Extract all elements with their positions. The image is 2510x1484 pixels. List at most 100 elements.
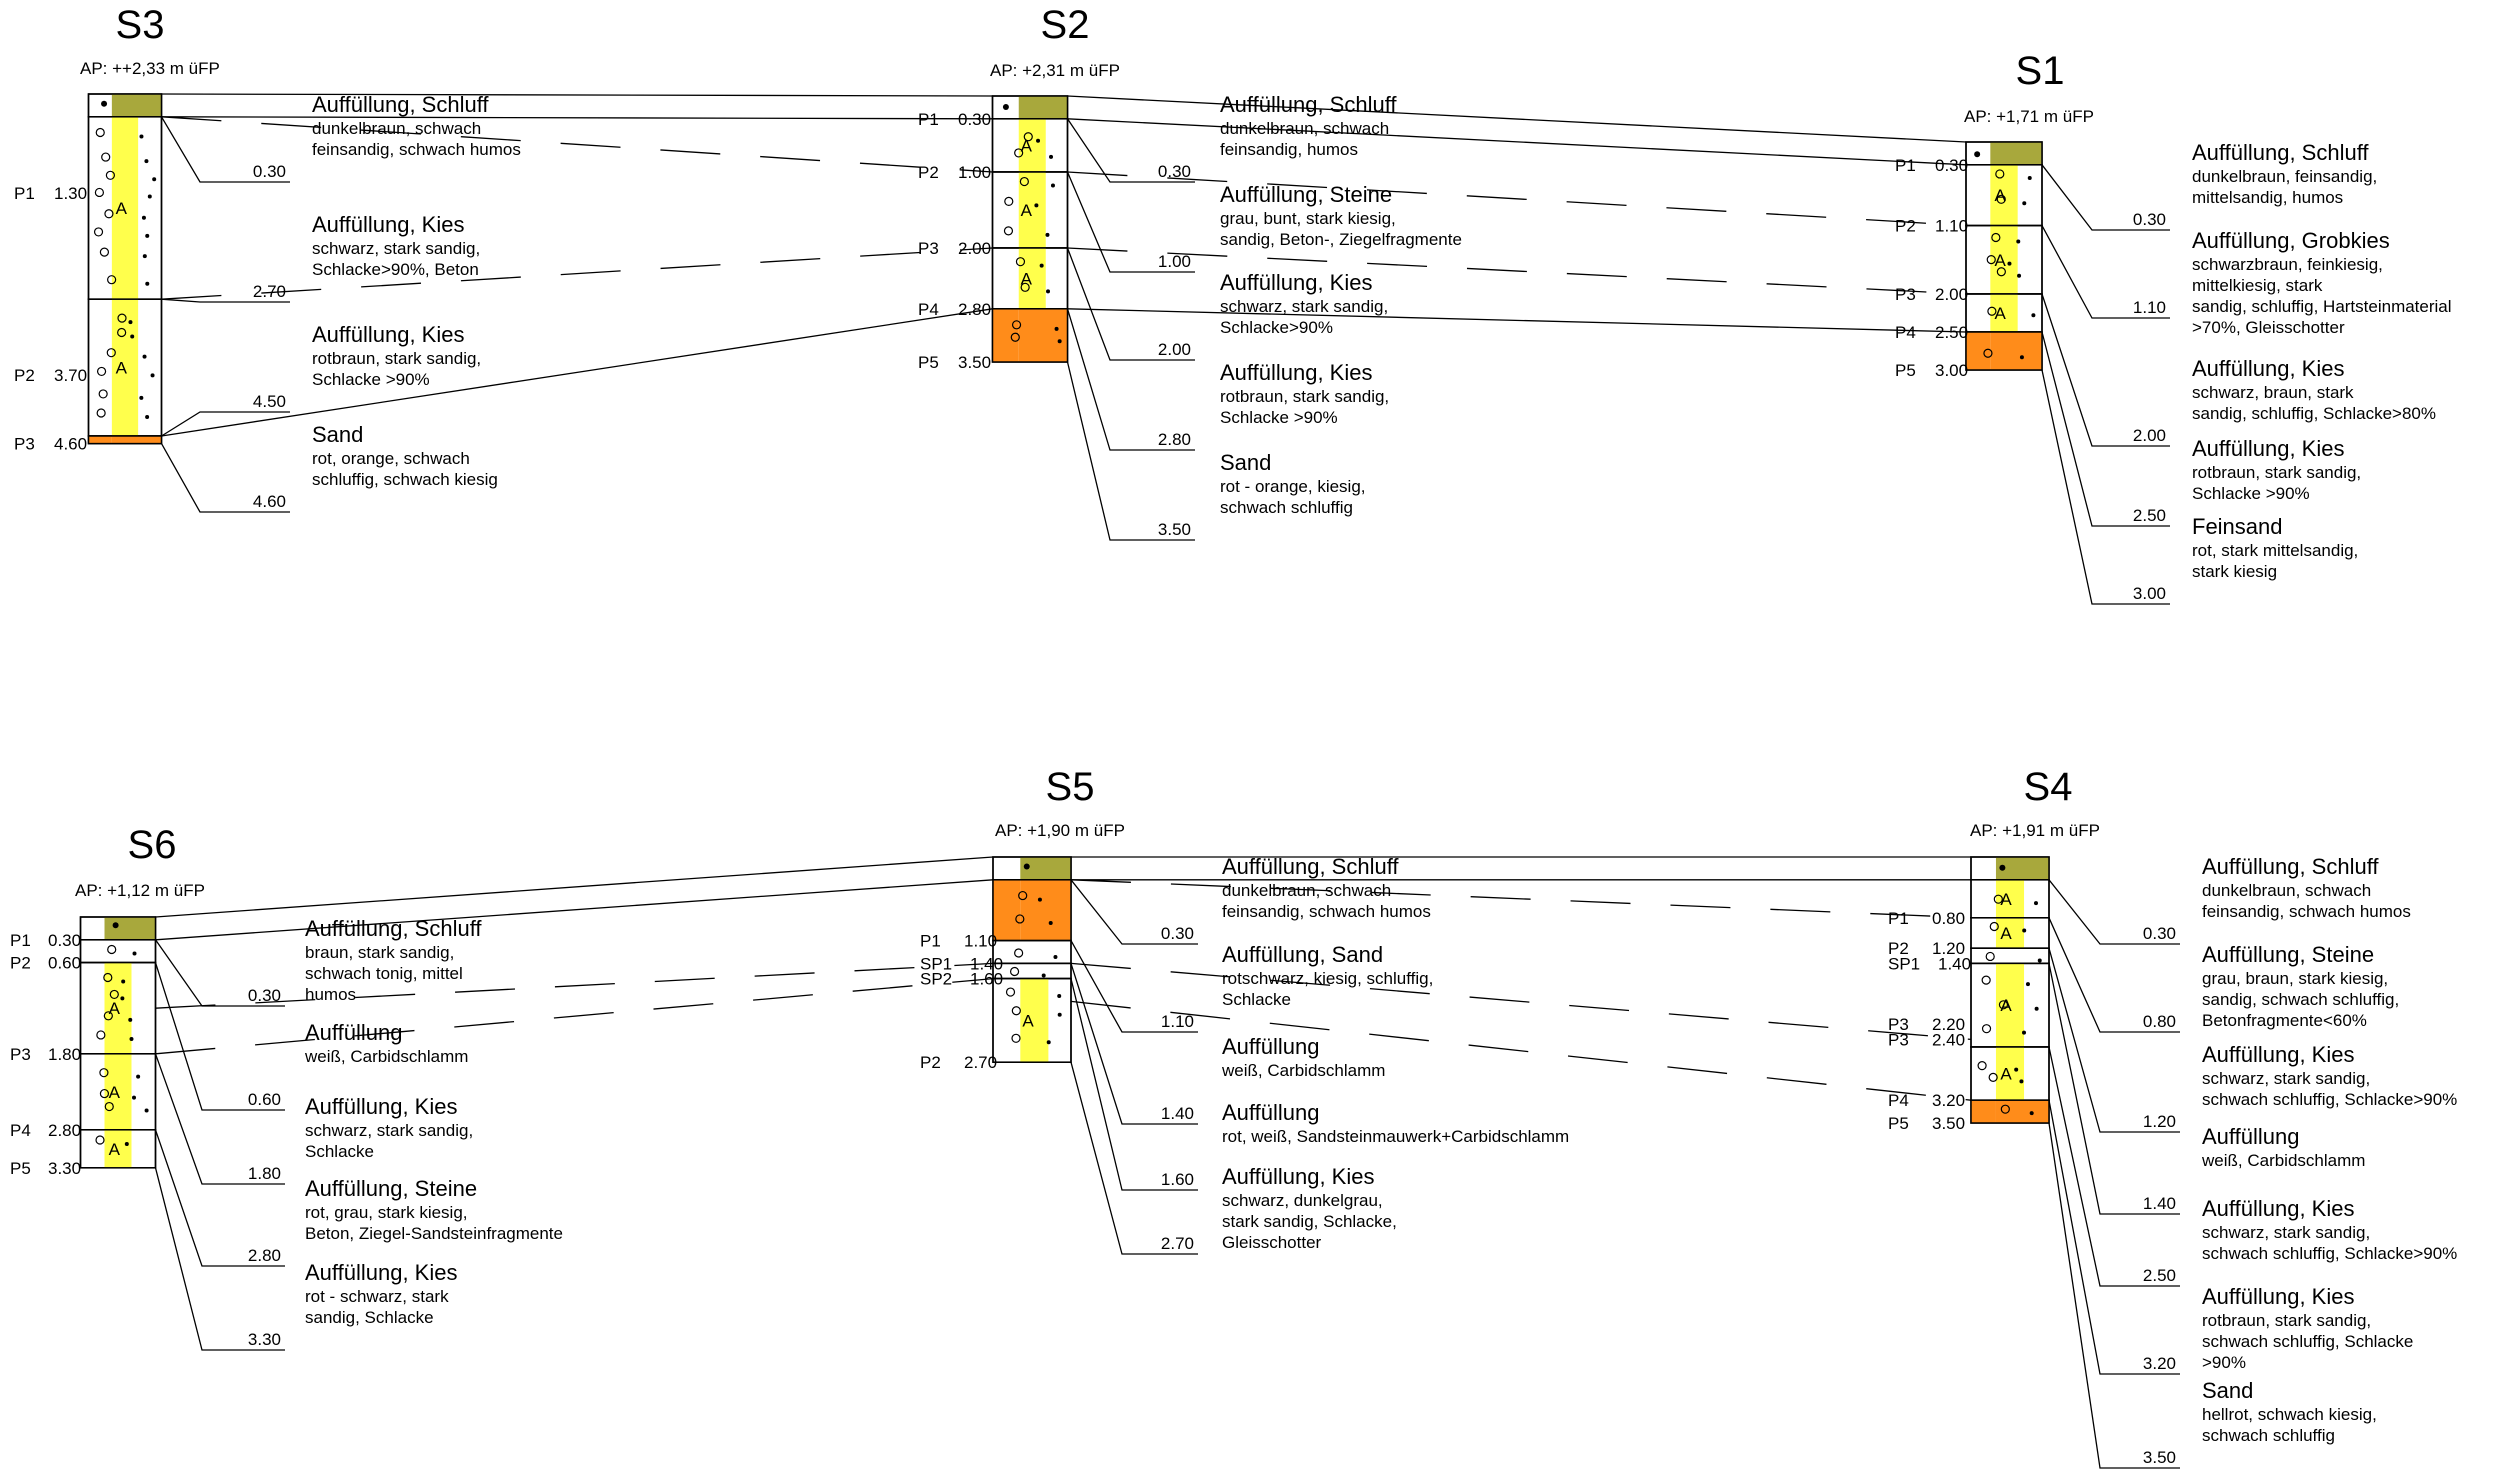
layer-depth-label: 1.10 [2133,298,2166,317]
sample-name: P4 [1888,1091,1909,1110]
layer-cell: A [1965,224,2043,295]
depth-leader-line [2048,1046,2180,1287]
correlation-line [161,116,993,120]
borehole-title: S1 [2016,49,2065,93]
layer-cell [991,308,1069,363]
layer-description-line: schwach schluffig, Schlacke>90% [2202,1090,2457,1109]
layer-description-line: rot, grau, stark kiesig, [305,1203,468,1222]
sample-depth: 3.50 [958,353,991,372]
layer-heading: Sand [2202,1378,2253,1403]
layer-cell [1965,141,2043,166]
layer-description-line: Schlacke [305,1142,374,1161]
fill-symbol-a: A [109,999,121,1018]
fill-symbol-a: A [2000,996,2012,1015]
correlation-line [155,962,994,1009]
sample-name: P5 [10,1159,31,1178]
sample-name: P3 [14,435,35,454]
depth-leader-line [154,1167,285,1351]
layer-depth-label: 2.80 [248,1246,281,1265]
correlation-line [1070,1000,1972,1101]
sample-depth: 0.30 [1935,156,1968,175]
sample-depth: 1.80 [48,1045,81,1064]
layer-depth-label: 1.40 [1161,1104,1194,1123]
borehole-ap-label: AP: ++2,33 m üFP [80,59,220,78]
layer-description-line: Schlacke>90% [1220,318,1333,337]
sample-depth: 3.00 [1935,361,1968,380]
borehole-s4: S4 AP: +1,91 m üFP 0.30 Auffüllung, Schluff… [1888,765,2457,1469]
correlation-line [155,977,994,1055]
sample-name: SP1 [920,954,952,973]
sample-name: P2 [10,954,31,973]
layer-cell: A [79,1053,157,1131]
layer-cell: A [1970,962,2050,1048]
borehole-s1: S1 AP: +1,71 m üFP 0.30 Auffüllung, Schluff… [1895,49,2452,605]
layer-depth-label: 4.60 [253,492,286,511]
sample-name: P2 [1895,217,1916,236]
depth-leader-line [1066,118,1195,183]
sample-name: P5 [1895,361,1916,380]
depth-leader-line [2048,963,2180,1215]
correlation-line [1070,962,1972,1041]
fill-symbol-a: A [109,1083,121,1102]
layer-description-line: Schlacke >90% [2192,484,2310,503]
layer-depth-label: 1.80 [248,1164,281,1183]
depth-leader-line [2048,1100,2180,1375]
layer-cell: A [1970,1046,2050,1101]
layer-depth-label: 0.30 [1158,162,1191,181]
layer-cell: A [79,961,157,1055]
layer-description-line: mittelkiesig, stark [2192,276,2323,295]
depth-leader-line [2041,225,2170,319]
layer-description-line: Beton, Ziegel-Sandsteinfragmente [305,1224,563,1243]
layer-depth-label: 3.50 [2143,1448,2176,1467]
layer-depth-label: 2.00 [2133,426,2166,445]
borehole-title: S6 [128,823,177,867]
correlation-line [155,879,994,941]
sample-depth: 3.20 [1932,1091,1965,1110]
layer-cell: A [991,118,1069,173]
layer-cell [992,879,1072,942]
layer-depth-label: 0.30 [1161,924,1194,943]
layer-description-line: dunkelbraun, feinsandig, [2192,167,2377,186]
sample-depth: 0.60 [48,954,81,973]
sample-name: SP2 [920,970,952,989]
sample-depth: 2.00 [1935,285,1968,304]
sample-name: P4 [1895,323,1916,342]
layer-cell: A [1965,164,2043,227]
layer-heading: Auffüllung, Schluff [2202,854,2379,879]
layer-description-line: schwarz, stark sandig, [305,1121,473,1140]
layer-description-line: schwarz, stark sandig, [1220,297,1388,316]
layer-description-line: schwarz, braun, stark [2192,383,2354,402]
layer-heading: Auffüllung, Kies [312,212,464,237]
depth-leader-line [1066,361,1195,541]
sample-depth: 3.70 [54,366,87,385]
fill-symbol-a: A [2000,890,2012,909]
layer-description-line: Gleisschotter [1222,1233,1322,1252]
borehole-title: S2 [1041,3,1090,47]
borehole-s6: S6 AP: +1,12 m üFP 0.30 Auffüllung, Schluff… [10,823,563,1351]
layer-cell: A [1970,917,2050,949]
depth-leader-line [2048,917,2180,1033]
layer-depth-label: 3.20 [2143,1354,2176,1373]
sample-name: P3 [1888,1030,1909,1049]
borehole-s2: S2 AP: +2,31 m üFP 0.30 Auffüllung, Schluff… [918,3,1462,541]
layer-description-line: sandig, Schlacke [305,1308,434,1327]
fill-symbol-a: A [116,199,128,218]
fill-symbol-a: A [1995,304,2007,323]
layer-description-line: schwach schluffig, Schlacke>90% [2202,1244,2457,1263]
layer-description-line: rotbraun, stark sandig, [2192,463,2361,482]
layer-description-line: rotschwarz, kiesig, schluffig, [1222,969,1433,988]
correlation-line [1067,247,1967,295]
borehole-ap-label: AP: +1,71 m üFP [1964,107,2094,126]
sample-depth: 2.80 [958,300,991,319]
layer-description-line: rotbraun, stark sandig, [2202,1311,2371,1330]
layer-description-line: humos [305,985,356,1004]
fill-symbol-a: A [116,359,128,378]
borehole-title: S5 [1046,765,1095,809]
depth-leader-line [160,116,290,183]
correlation-line [1067,118,1967,166]
sample-name: P5 [1888,1114,1909,1133]
layer-description-line: braun, stark sandig, [305,943,454,962]
fill-symbol-a: A [1021,201,1033,220]
layer-cell: A [87,298,163,437]
layer-description-line: schwarz, stark sandig, [2202,1069,2370,1088]
